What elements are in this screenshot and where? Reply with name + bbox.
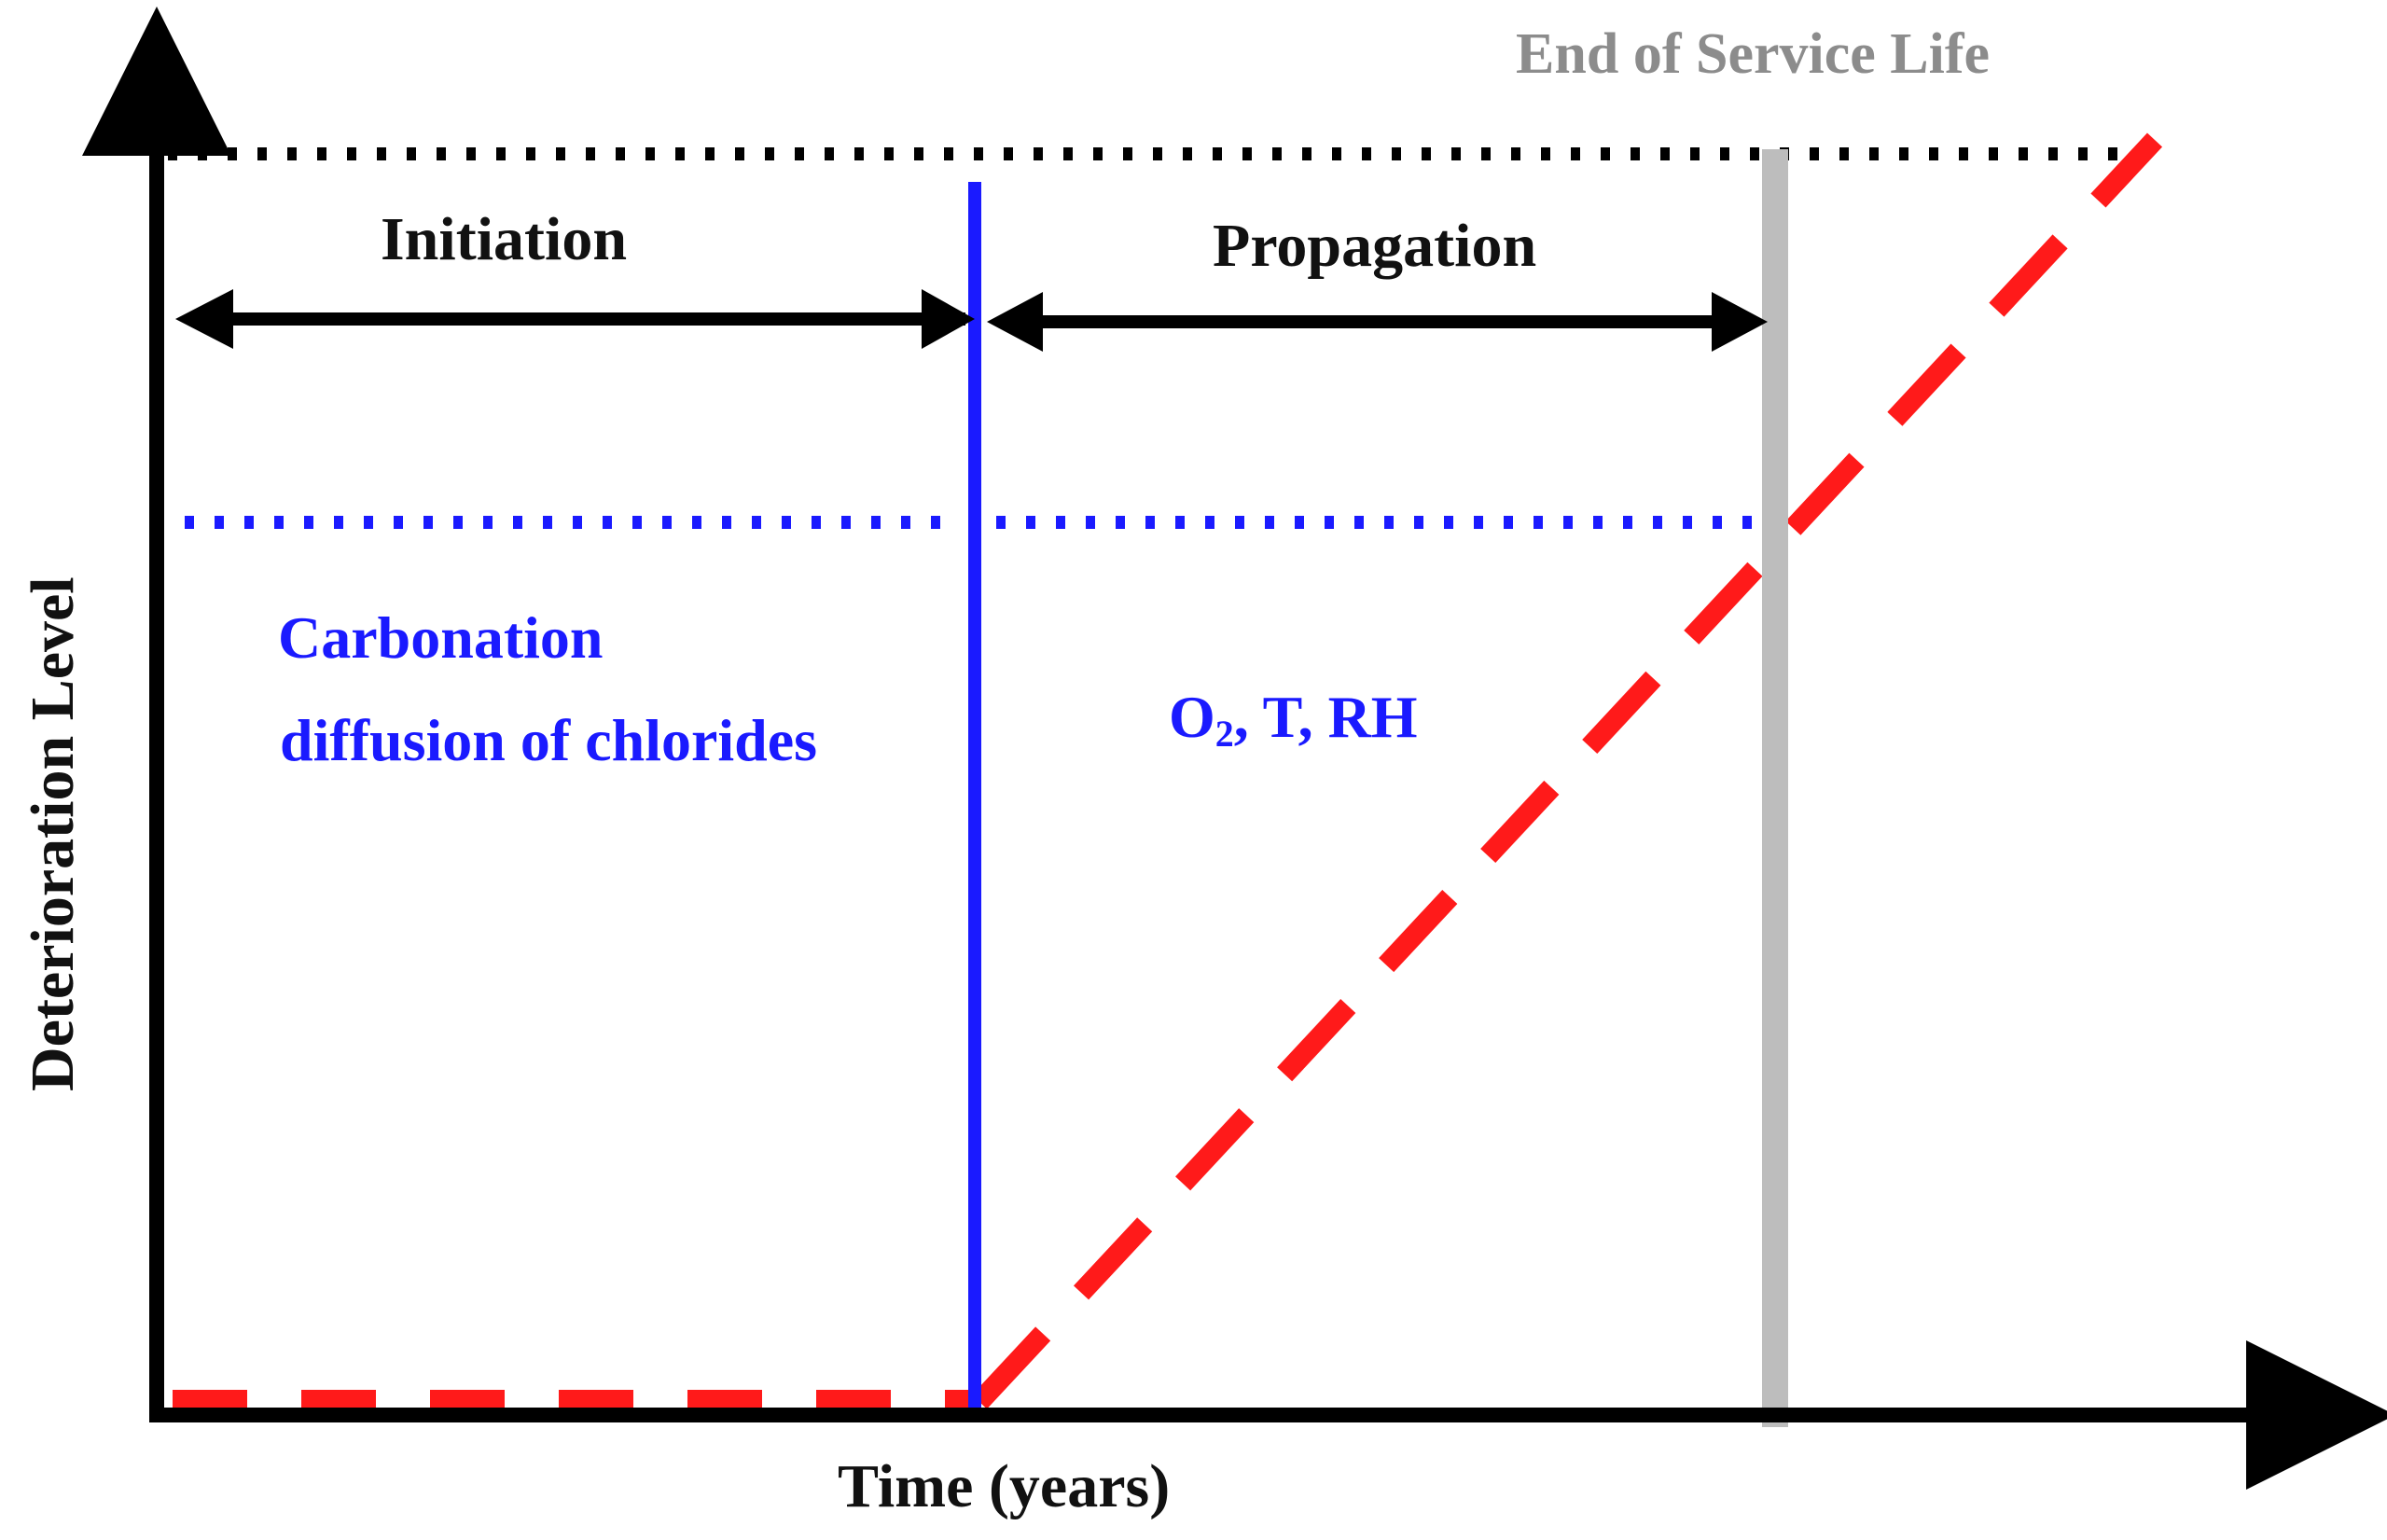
initiation-span-arrow (175, 289, 975, 349)
initiation-factor-line2: diffusion of chlorides (280, 707, 817, 773)
deterioration-curve (971, 132, 2163, 1409)
y-axis-label: Deterioration Level (19, 576, 87, 1091)
end-of-service-life-label: End of Service Life (1516, 22, 1990, 86)
propagation-label: Propagation (1213, 212, 1536, 280)
x-axis-label: Time (years) (838, 1452, 1170, 1520)
propagation-factors-label: O2, T, RH (1169, 684, 1418, 755)
propagation-span-arrow (987, 292, 1768, 352)
initiation-factor-line1: Carbonation (278, 604, 604, 671)
initiation-label: Initiation (381, 205, 627, 273)
